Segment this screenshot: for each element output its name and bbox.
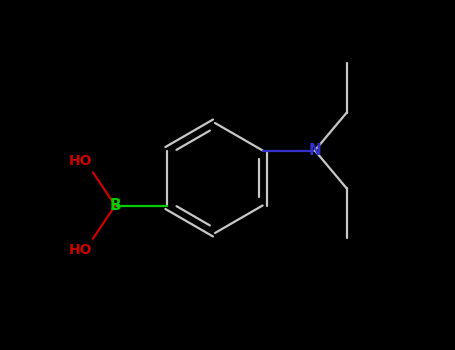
Text: N: N	[308, 143, 321, 158]
Text: HO: HO	[69, 154, 93, 168]
Text: B: B	[109, 198, 121, 213]
Text: HO: HO	[69, 243, 93, 257]
